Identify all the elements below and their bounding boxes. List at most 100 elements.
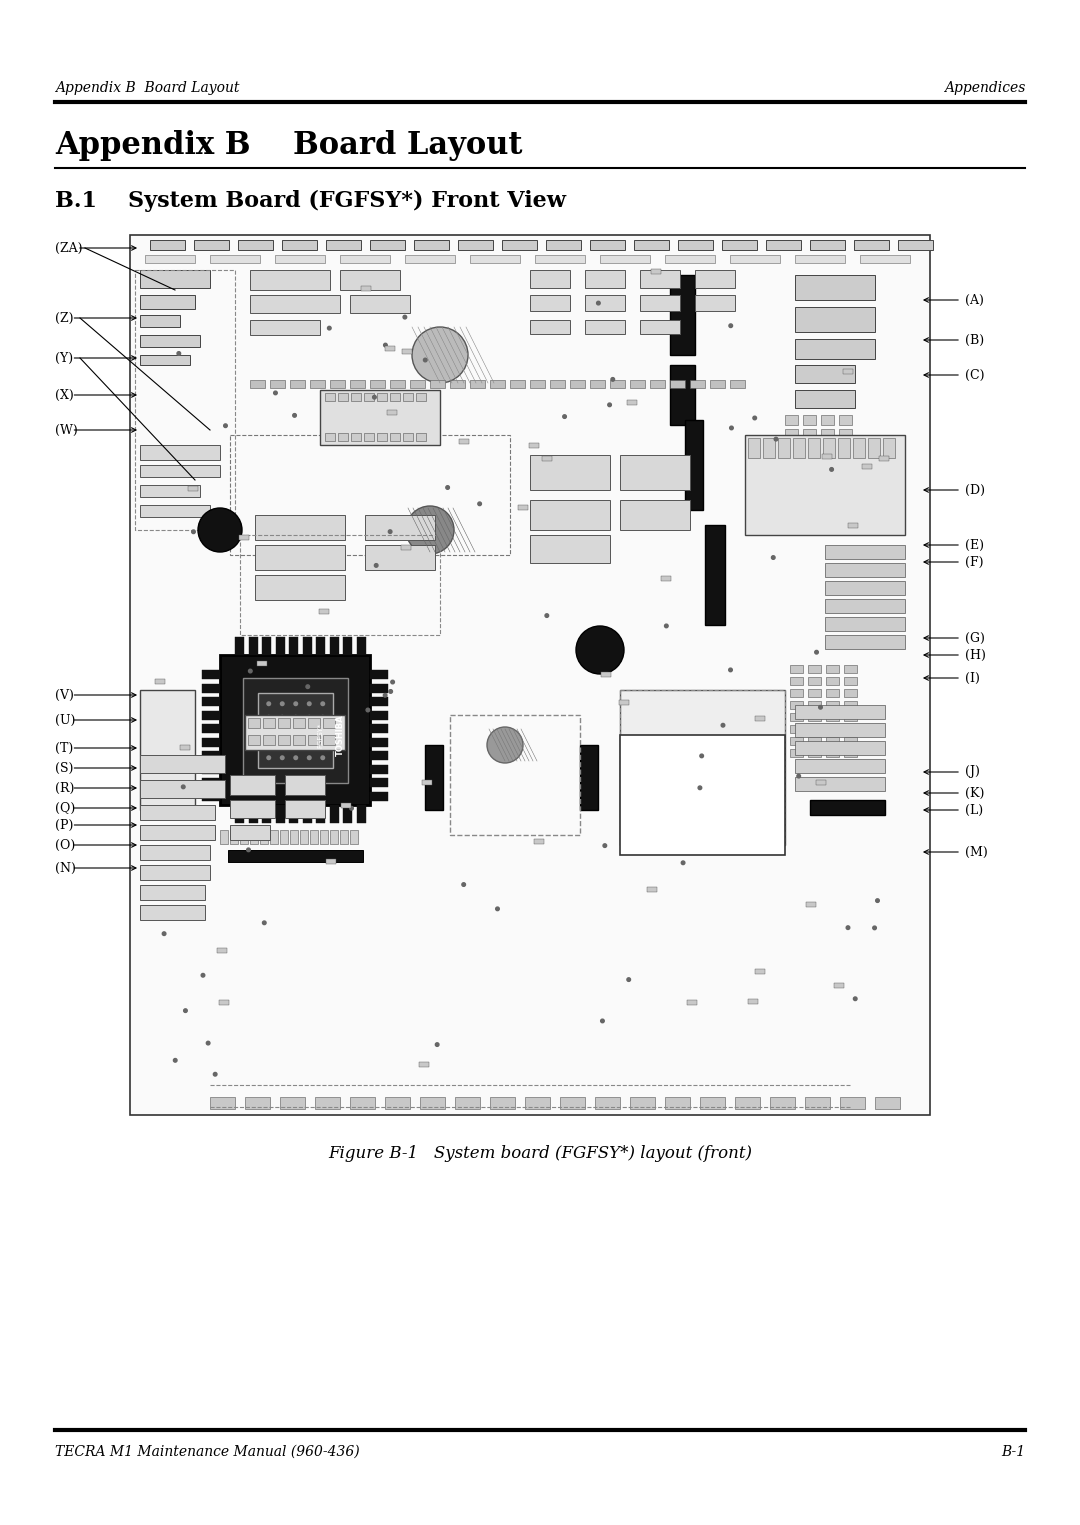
- Bar: [620, 689, 785, 845]
- Text: Appendix B    Board Layout: Appendix B Board Layout: [55, 130, 523, 162]
- Bar: [403, 433, 413, 441]
- Circle shape: [391, 680, 394, 683]
- Bar: [879, 456, 890, 461]
- Text: (V): (V): [55, 688, 73, 702]
- Text: (F): (F): [966, 555, 984, 569]
- Bar: [140, 884, 205, 900]
- Bar: [390, 433, 400, 441]
- Bar: [390, 393, 400, 401]
- Bar: [785, 429, 798, 439]
- Bar: [821, 429, 834, 439]
- Bar: [843, 737, 858, 746]
- Bar: [530, 380, 545, 387]
- Circle shape: [294, 715, 298, 720]
- Bar: [341, 802, 351, 808]
- Text: (M): (M): [966, 845, 988, 859]
- Bar: [696, 294, 735, 311]
- Bar: [140, 445, 220, 461]
- Bar: [685, 419, 703, 509]
- Bar: [255, 544, 345, 570]
- Bar: [260, 830, 268, 843]
- Bar: [843, 724, 858, 734]
- Bar: [414, 239, 449, 250]
- Bar: [848, 523, 858, 528]
- Bar: [257, 692, 333, 767]
- Text: (G): (G): [966, 631, 985, 645]
- Circle shape: [201, 973, 205, 978]
- Bar: [826, 737, 839, 746]
- Bar: [862, 464, 873, 470]
- Bar: [245, 1096, 270, 1109]
- Circle shape: [563, 415, 566, 418]
- Text: Figure B-1   System board (FGFSY*) layout (front): Figure B-1 System board (FGFSY*) layout …: [328, 1145, 752, 1162]
- Bar: [240, 830, 248, 843]
- Bar: [620, 500, 690, 531]
- Circle shape: [829, 468, 834, 471]
- Circle shape: [214, 1072, 217, 1077]
- Bar: [853, 438, 865, 458]
- Bar: [140, 805, 215, 820]
- Text: (X): (X): [55, 389, 73, 401]
- Bar: [534, 839, 544, 843]
- Bar: [490, 380, 505, 387]
- Bar: [665, 255, 715, 262]
- Bar: [808, 724, 821, 734]
- Circle shape: [267, 741, 271, 747]
- Bar: [238, 239, 273, 250]
- Bar: [217, 949, 227, 953]
- Bar: [670, 274, 696, 355]
- Bar: [530, 270, 570, 288]
- Bar: [620, 454, 690, 490]
- Text: (U): (U): [55, 714, 76, 726]
- Bar: [230, 435, 510, 555]
- Bar: [730, 255, 780, 262]
- Bar: [329, 805, 338, 824]
- Bar: [289, 637, 298, 656]
- Bar: [808, 677, 821, 685]
- Bar: [291, 830, 298, 843]
- Circle shape: [206, 1042, 210, 1045]
- Bar: [235, 805, 244, 824]
- Bar: [220, 656, 370, 805]
- Bar: [405, 255, 455, 262]
- Bar: [510, 380, 525, 387]
- Bar: [825, 599, 905, 613]
- Bar: [839, 471, 852, 480]
- Bar: [228, 849, 363, 862]
- Bar: [600, 255, 650, 262]
- Bar: [745, 435, 905, 535]
- Bar: [370, 697, 388, 706]
- Bar: [690, 380, 705, 387]
- Bar: [343, 637, 352, 656]
- Bar: [370, 750, 388, 759]
- Bar: [202, 764, 220, 773]
- Bar: [262, 637, 271, 656]
- Bar: [595, 1096, 620, 1109]
- Bar: [140, 689, 195, 810]
- Bar: [897, 239, 933, 250]
- Bar: [370, 738, 388, 747]
- Bar: [795, 307, 875, 332]
- Bar: [370, 380, 384, 387]
- Text: (Q): (Q): [55, 802, 76, 814]
- Bar: [370, 239, 405, 250]
- Bar: [264, 718, 275, 727]
- Text: (A): (A): [966, 293, 984, 307]
- Circle shape: [174, 1058, 177, 1061]
- Circle shape: [184, 1010, 187, 1013]
- Bar: [630, 380, 645, 387]
- Bar: [795, 759, 885, 773]
- Bar: [585, 270, 625, 288]
- Bar: [868, 438, 880, 458]
- Text: (ZA): (ZA): [55, 241, 82, 255]
- Circle shape: [611, 378, 615, 381]
- Text: (K): (K): [966, 787, 984, 799]
- Bar: [364, 433, 374, 441]
- Text: (H): (H): [966, 648, 986, 662]
- Bar: [620, 735, 785, 856]
- Bar: [705, 525, 725, 625]
- Circle shape: [307, 729, 312, 734]
- Text: B-1: B-1: [1001, 1446, 1025, 1459]
- Bar: [789, 665, 804, 673]
- Circle shape: [496, 907, 499, 910]
